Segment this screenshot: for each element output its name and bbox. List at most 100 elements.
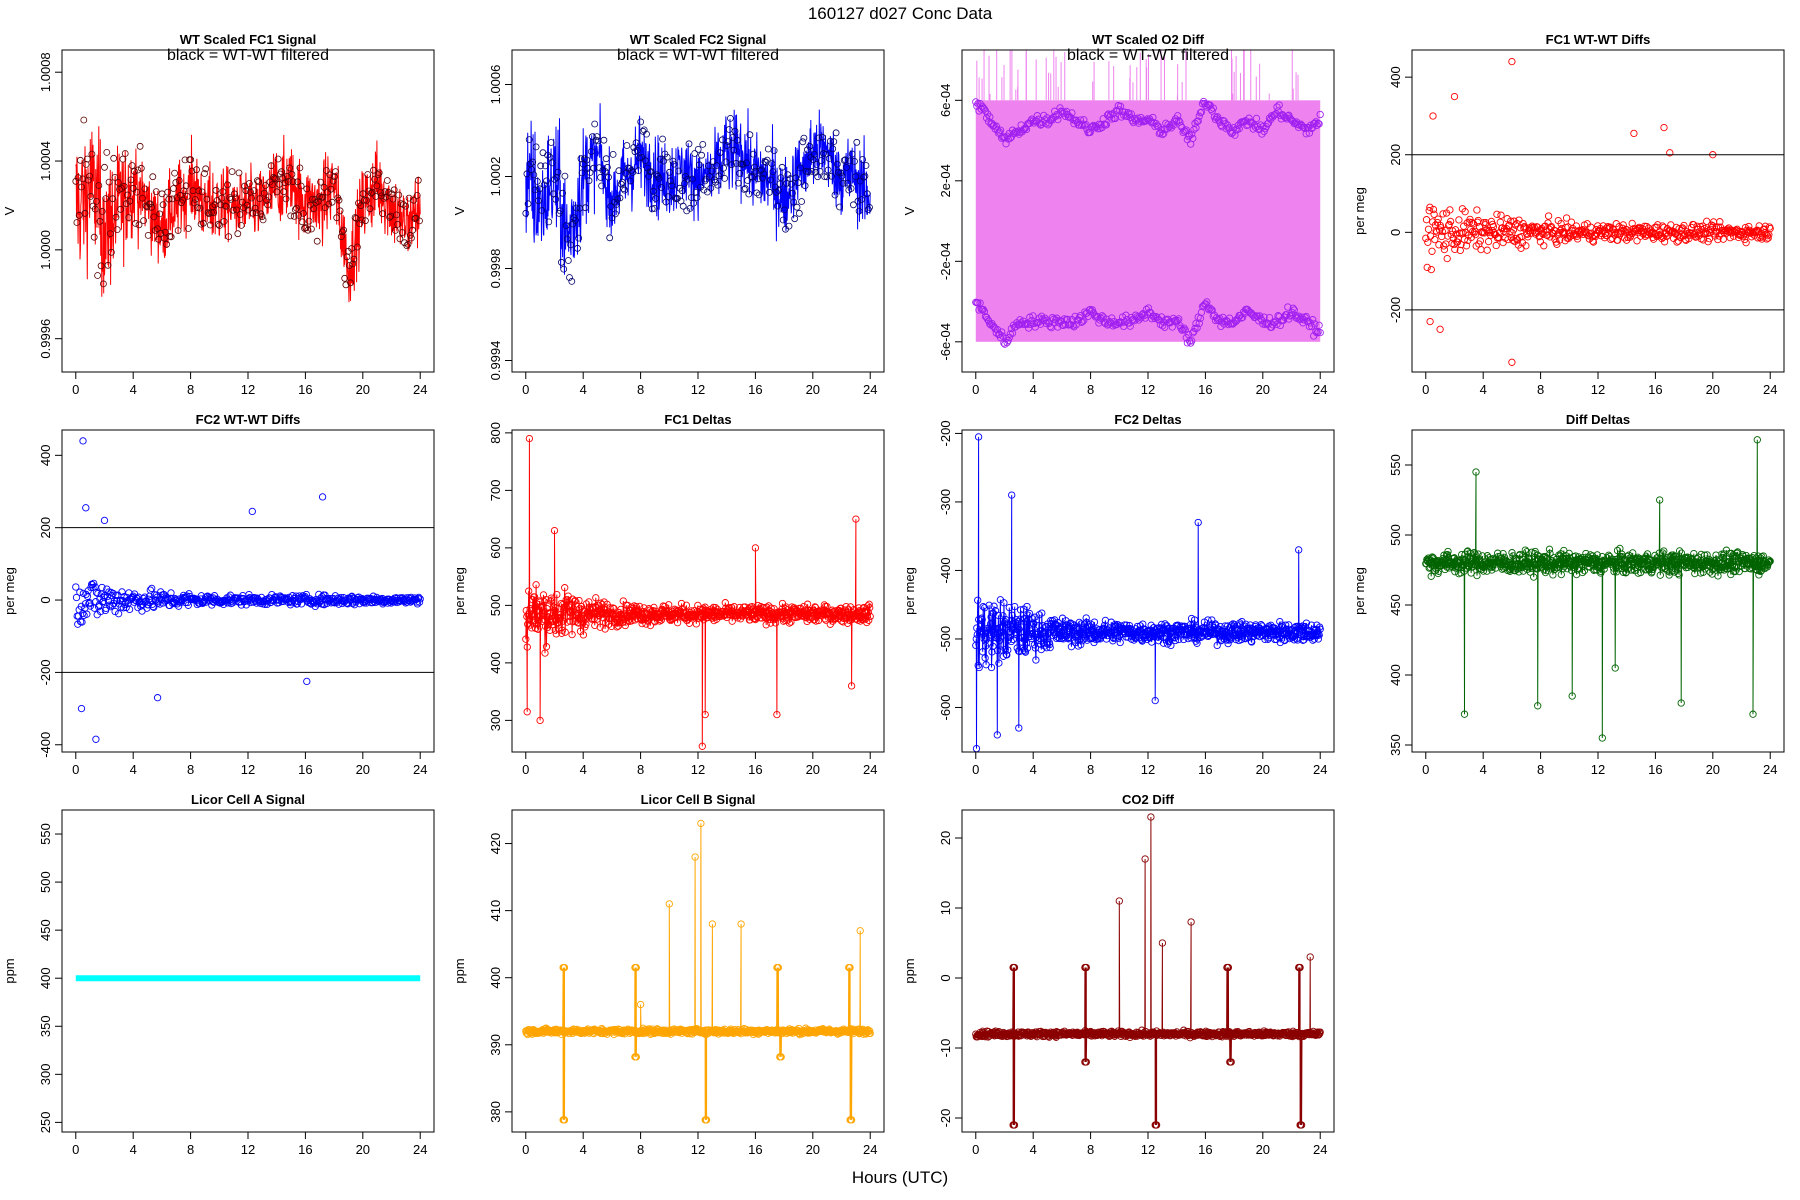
point-filtered: [561, 172, 569, 180]
point-filtered: [540, 181, 548, 189]
point-upper: [992, 122, 1000, 130]
point-filtered: [158, 190, 166, 198]
point-filtered: [132, 219, 139, 227]
point: [661, 602, 669, 611]
point-filtered: [100, 280, 107, 288]
point: [315, 598, 324, 607]
point: [1664, 567, 1672, 575]
point: [1749, 710, 1757, 718]
point-lower: [1185, 337, 1194, 345]
point: [1674, 237, 1683, 245]
point: [558, 629, 566, 637]
point-upper: [1125, 110, 1133, 118]
x-tick-label: 16: [298, 762, 312, 777]
point-filtered: [255, 178, 262, 186]
point: [526, 616, 534, 624]
point-filtered: [281, 179, 289, 187]
point-filtered: [850, 201, 857, 209]
point: [1709, 222, 1717, 230]
point-lower: [993, 325, 1002, 334]
point: [535, 617, 543, 625]
point-filtered: [585, 177, 593, 185]
point-filtered: [858, 196, 865, 204]
point: [1605, 552, 1614, 561]
point-filtered: [230, 190, 238, 198]
point-filtered: [612, 210, 619, 218]
point: [1066, 619, 1075, 627]
point-filtered: [268, 181, 276, 189]
x-tick-label: 0: [522, 762, 529, 777]
point-filtered: [364, 171, 372, 178]
point: [1741, 564, 1749, 573]
point-filtered: [854, 197, 862, 205]
point: [1482, 219, 1490, 227]
point: [1659, 557, 1667, 566]
point: [415, 593, 423, 602]
point-filtered: [532, 143, 540, 151]
point-filtered: [827, 137, 834, 145]
point-upper: [1019, 126, 1027, 134]
point: [1194, 518, 1202, 527]
point: [246, 594, 254, 602]
point-filtered: [322, 167, 330, 174]
x-tick-label: 0: [522, 382, 529, 397]
point: [1716, 218, 1724, 226]
point-filtered: [159, 201, 167, 209]
point-filtered: [140, 217, 148, 225]
point-filtered: [790, 198, 797, 206]
point-filtered: [404, 240, 412, 248]
point: [549, 617, 557, 626]
point: [1440, 242, 1448, 250]
point-filtered: [81, 209, 89, 217]
point-upper: [1166, 122, 1174, 130]
x-tick-label: 20: [1256, 382, 1270, 397]
point-filtered: [597, 173, 604, 181]
point-filtered: [257, 210, 265, 218]
point-filtered: [684, 175, 692, 183]
point-outlier: [77, 704, 86, 713]
point: [1504, 235, 1512, 244]
point: [571, 596, 579, 605]
point-filtered: [758, 166, 765, 174]
point-filtered: [96, 217, 104, 225]
point-filtered: [250, 187, 258, 195]
point: [415, 598, 424, 606]
point-filtered: [125, 214, 133, 222]
point: [1681, 553, 1689, 562]
point-filtered: [301, 224, 308, 232]
point: [685, 619, 694, 627]
point-filtered: [371, 175, 379, 183]
y-tick-label: 450: [1388, 594, 1403, 616]
point-filtered: [332, 168, 339, 176]
point-upper: [1305, 129, 1314, 137]
point-lower: [1046, 322, 1054, 331]
point-lower: [1298, 313, 1306, 321]
point-upper: [1158, 130, 1167, 139]
point-lower: [1018, 320, 1026, 328]
point: [1431, 235, 1439, 244]
point: [1534, 702, 1542, 710]
point: [656, 617, 664, 625]
y-tick-label: 1.0006: [488, 65, 503, 105]
point: [81, 600, 90, 608]
point: [1257, 621, 1265, 629]
point-filtered: [117, 205, 124, 213]
point-filtered: [816, 167, 824, 175]
point: [837, 604, 845, 612]
point: [1440, 245, 1449, 254]
x-tick-label: 8: [637, 382, 644, 397]
x-tick-label: 0: [72, 1142, 79, 1157]
point: [690, 606, 698, 615]
point-filtered: [621, 186, 628, 194]
point-filtered: [384, 188, 392, 196]
point-outlier: [79, 437, 87, 445]
point: [985, 601, 993, 609]
point: [83, 610, 91, 618]
point-filtered: [764, 145, 772, 153]
point-upper: [1264, 119, 1273, 127]
point-filtered: [219, 188, 227, 196]
point: [575, 596, 583, 605]
point: [1644, 554, 1652, 563]
x-tick-label: 16: [1648, 762, 1662, 777]
